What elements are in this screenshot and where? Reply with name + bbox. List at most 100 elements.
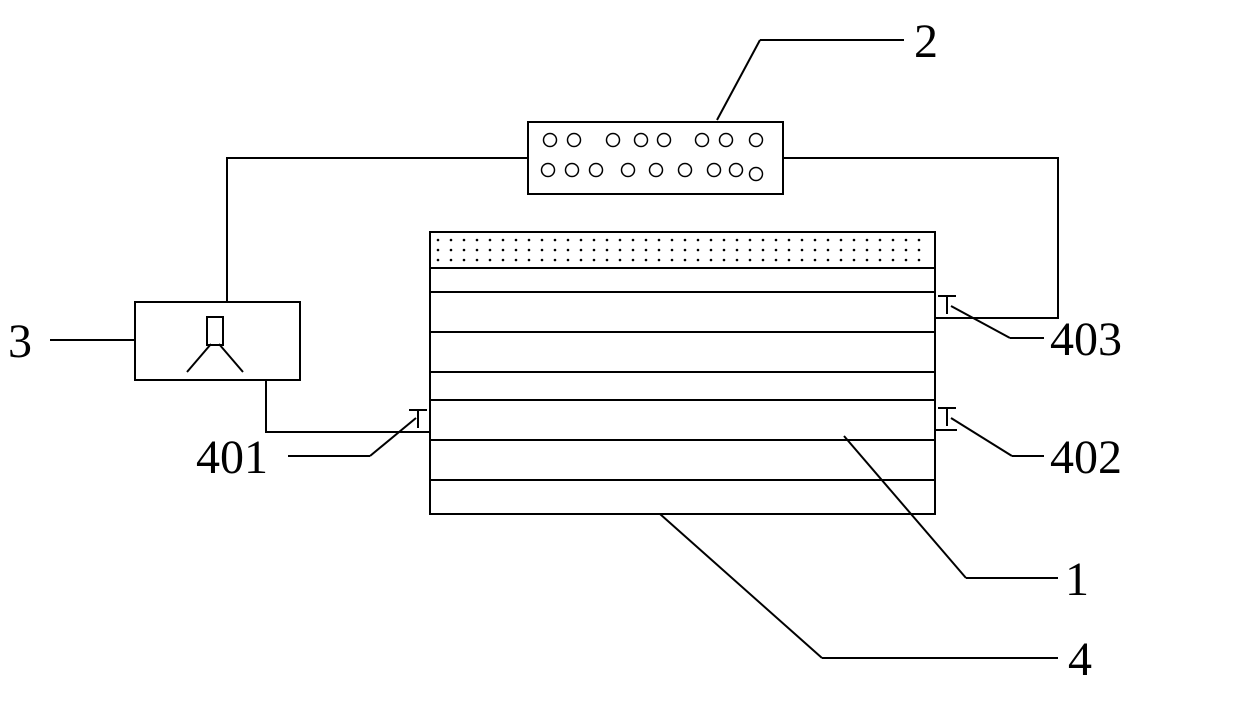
- dot: [749, 249, 752, 252]
- label-4: 4: [1068, 632, 1092, 687]
- dot: [775, 239, 778, 242]
- component-2-hole: [696, 134, 709, 147]
- component-2-hole: [650, 164, 663, 177]
- component-2-hole: [750, 134, 763, 147]
- component-2-hole: [720, 134, 733, 147]
- dot: [489, 249, 492, 252]
- dot: [606, 239, 609, 242]
- dot: [697, 239, 700, 242]
- dot: [476, 239, 479, 242]
- dot: [632, 249, 635, 252]
- component-2-hole: [542, 164, 555, 177]
- dot: [619, 259, 622, 262]
- dot: [671, 249, 674, 252]
- dot: [736, 249, 739, 252]
- dot: [879, 249, 882, 252]
- dot: [489, 259, 492, 262]
- component-2-hole: [750, 168, 763, 181]
- dot: [502, 249, 505, 252]
- dot: [437, 249, 440, 252]
- component-2-hole: [566, 164, 579, 177]
- dot: [567, 239, 570, 242]
- dot: [619, 239, 622, 242]
- dot: [853, 259, 856, 262]
- dot: [567, 249, 570, 252]
- leader-403: [951, 306, 1010, 338]
- dot: [827, 249, 830, 252]
- dot: [723, 239, 726, 242]
- dot: [606, 249, 609, 252]
- dot: [788, 239, 791, 242]
- dot: [541, 239, 544, 242]
- dot: [632, 259, 635, 262]
- dot: [827, 239, 830, 242]
- dot: [476, 259, 479, 262]
- dot: [801, 249, 804, 252]
- component-2-hole: [679, 164, 692, 177]
- dot: [658, 239, 661, 242]
- dot: [762, 239, 765, 242]
- dot: [723, 259, 726, 262]
- leader-4: [660, 514, 822, 658]
- dot: [723, 249, 726, 252]
- leader-401: [370, 418, 416, 456]
- dot: [684, 239, 687, 242]
- dot: [775, 259, 778, 262]
- wire-leftbox-401: [266, 380, 408, 432]
- dot: [710, 259, 713, 262]
- dot: [697, 259, 700, 262]
- label-403: 403: [1050, 312, 1122, 367]
- dot: [580, 249, 583, 252]
- dot: [814, 249, 817, 252]
- dot: [736, 259, 739, 262]
- dot: [463, 249, 466, 252]
- label-3: 3: [8, 314, 32, 369]
- dot: [866, 239, 869, 242]
- dot: [554, 239, 557, 242]
- dot: [762, 259, 765, 262]
- label-402: 402: [1050, 430, 1122, 485]
- dot: [905, 259, 908, 262]
- dot: [645, 249, 648, 252]
- dot: [593, 259, 596, 262]
- dot: [892, 239, 895, 242]
- dot: [450, 249, 453, 252]
- dot: [840, 249, 843, 252]
- dot: [528, 239, 531, 242]
- dot: [684, 249, 687, 252]
- label-2: 2: [914, 14, 938, 69]
- dot: [593, 239, 596, 242]
- dot: [788, 249, 791, 252]
- dot: [528, 249, 531, 252]
- component-2-hole: [658, 134, 671, 147]
- component-3-box: [135, 302, 300, 380]
- dot: [853, 249, 856, 252]
- dot: [892, 249, 895, 252]
- dot: [827, 259, 830, 262]
- dot: [697, 249, 700, 252]
- dot: [528, 259, 531, 262]
- dot: [918, 249, 921, 252]
- dot: [801, 259, 804, 262]
- dot: [463, 239, 466, 242]
- dot: [879, 239, 882, 242]
- dot: [554, 259, 557, 262]
- label-401: 401: [196, 430, 268, 485]
- dot: [554, 249, 557, 252]
- dot: [801, 239, 804, 242]
- dot: [710, 249, 713, 252]
- dot: [905, 239, 908, 242]
- dot: [905, 249, 908, 252]
- dot: [645, 239, 648, 242]
- dot: [840, 259, 843, 262]
- dot: [580, 259, 583, 262]
- dot: [606, 259, 609, 262]
- dot: [515, 249, 518, 252]
- dot: [775, 249, 778, 252]
- dot: [515, 239, 518, 242]
- dot: [502, 259, 505, 262]
- dot: [567, 259, 570, 262]
- dot: [437, 239, 440, 242]
- dot: [814, 259, 817, 262]
- dot: [866, 249, 869, 252]
